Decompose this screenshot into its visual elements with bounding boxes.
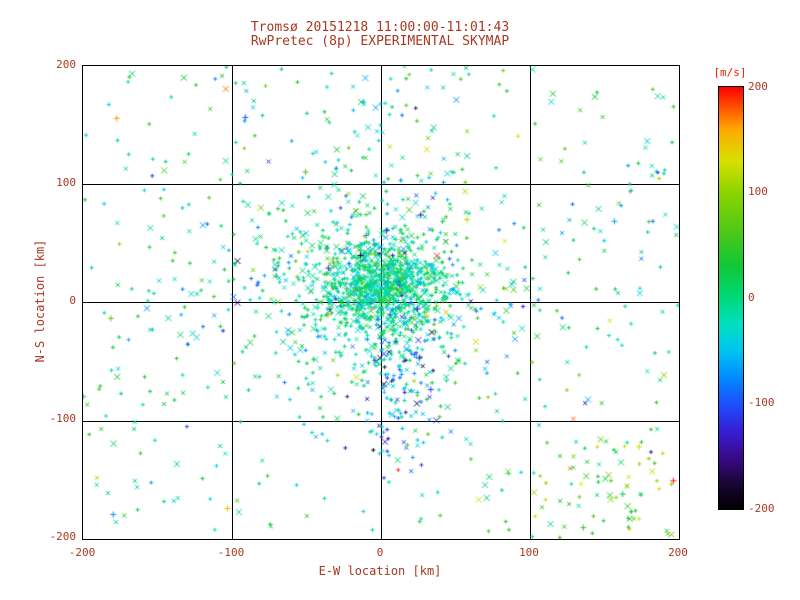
colorbar-tick: 200: [748, 80, 768, 93]
colorbar-gradient: [718, 86, 744, 510]
x-axis-label: E-W location [km]: [318, 564, 442, 578]
colorbar-tick: -100: [748, 396, 775, 409]
y-axis-tick: 200: [56, 58, 76, 71]
colorbar-tick: 100: [748, 185, 768, 198]
x-axis-tick: 0: [376, 546, 384, 559]
plot-area: [82, 65, 680, 540]
plot-title: Tromsø 20151218 11:00:00-11:01:43: [250, 20, 510, 35]
y-axis-tick: -200: [49, 530, 77, 543]
y-axis-tick: 0: [69, 294, 76, 307]
colorbar-unit-label: [m/s]: [713, 66, 747, 79]
x-axis-tick: -100: [217, 546, 245, 559]
x-axis-tick: 100: [519, 546, 539, 559]
x-axis-tick: -200: [68, 546, 96, 559]
x-axis-tick: 200: [668, 546, 688, 559]
scatter-points-canvas: [83, 66, 679, 539]
plot-subtitle: RwPretec (8p) EXPERIMENTAL SKYMAP: [250, 34, 510, 49]
y-axis-tick: 100: [56, 176, 76, 189]
colorbar-tick: -200: [748, 502, 775, 515]
y-axis-tick: -100: [49, 412, 77, 425]
colorbar-tick: 0: [748, 291, 755, 304]
y-axis-label: N-S location [km]: [33, 239, 47, 363]
